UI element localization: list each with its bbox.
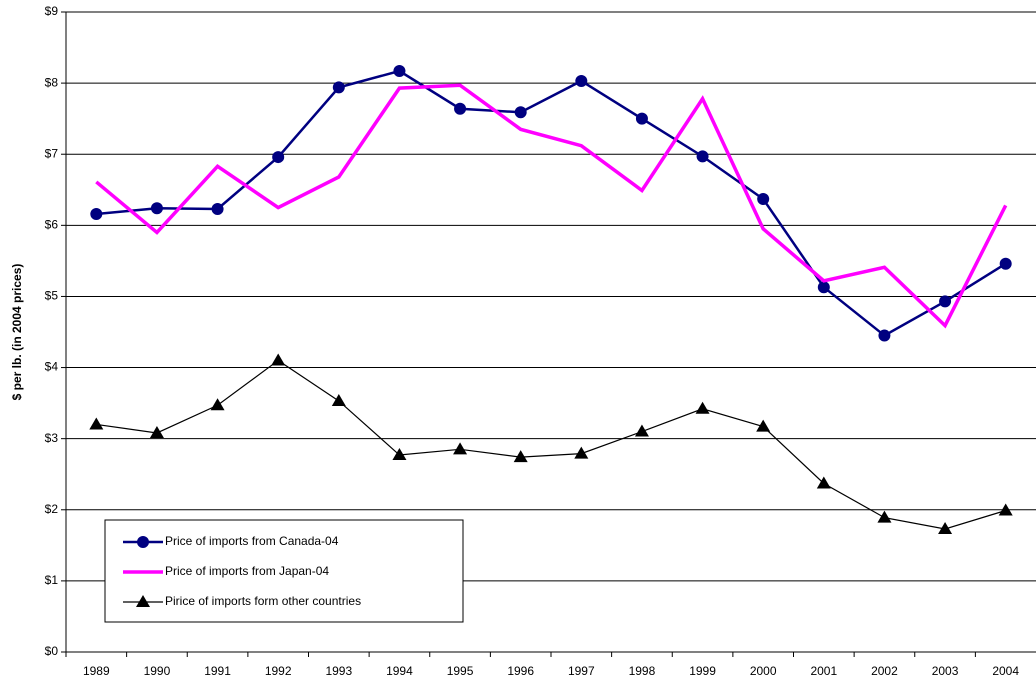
x-tick-label: 2000 [750,664,777,678]
y-tick-label: $1 [45,573,59,587]
series [90,65,1012,342]
legend-label: Pirice of imports form other countries [165,594,361,608]
legend-marker [136,595,150,607]
data-point [90,207,103,220]
legend-label: Price of imports from Japan-04 [165,564,329,578]
x-tick-label: 1990 [144,664,171,678]
legend-box [104,519,464,623]
data-point [817,281,830,294]
data-point [271,353,286,366]
x-tick-label: 1996 [507,664,534,678]
data-point [331,393,346,406]
data-point [211,202,224,215]
x-tick-label: 2002 [871,664,898,678]
data-point [634,424,649,437]
data-point [454,102,467,115]
data-point [393,65,406,78]
x-tick-label: 1989 [83,664,110,678]
series [89,353,1013,534]
x-tick-label: 1992 [265,664,292,678]
data-point [574,446,589,459]
data-point [210,398,225,411]
data-point [453,442,468,455]
y-tick-label: $2 [45,502,59,516]
data-point [877,510,892,523]
x-tick-label: 1993 [325,664,352,678]
legend: Price of imports from Canada-04 Price of … [104,519,464,623]
data-point [998,503,1013,516]
data-point [999,257,1012,270]
data-point [513,450,528,463]
x-tick-label: 2003 [932,664,959,678]
x-tick-label: 1995 [447,664,474,678]
data-point [150,202,163,215]
data-point [89,417,104,430]
y-tick-label: $5 [45,289,59,303]
y-axis-label: $ per lb. (in 2004 prices) [10,264,24,401]
data-point [878,329,891,342]
y-tick-label: $0 [45,644,59,658]
data-point [635,112,648,125]
data-point [272,151,285,164]
x-tick-label: 2004 [992,664,1019,678]
x-tick-label: 1997 [568,664,595,678]
y-tick-label: $3 [45,431,59,445]
y-tick-label: $4 [45,360,59,374]
series-line [96,69,1007,338]
x-tick-label: 2001 [810,664,837,678]
legend-label: Price of imports from Canada-04 [165,534,339,548]
data-point [514,106,527,119]
y-tick-label: $6 [45,218,59,232]
x-tick-label: 1999 [689,664,716,678]
x-tick-label: 1998 [629,664,656,678]
data-point [938,521,953,534]
data-point [149,425,164,438]
data-point [939,295,952,308]
series-line [96,359,1006,530]
series [95,83,1008,329]
y-tick-label: $9 [45,4,59,18]
y-tick-label: $8 [45,75,59,89]
data-point [575,74,588,87]
data-point [695,401,710,414]
data-point [392,448,407,461]
data-point [332,81,345,94]
legend-marker [137,536,149,548]
data-point [816,476,831,489]
y-tick-label: $7 [45,146,59,160]
data-point [756,419,771,432]
x-tick-label: 1994 [386,664,413,678]
data-point [696,150,709,163]
series-line [95,83,1008,329]
x-tick-label: 1991 [204,664,231,678]
data-point [757,193,770,206]
